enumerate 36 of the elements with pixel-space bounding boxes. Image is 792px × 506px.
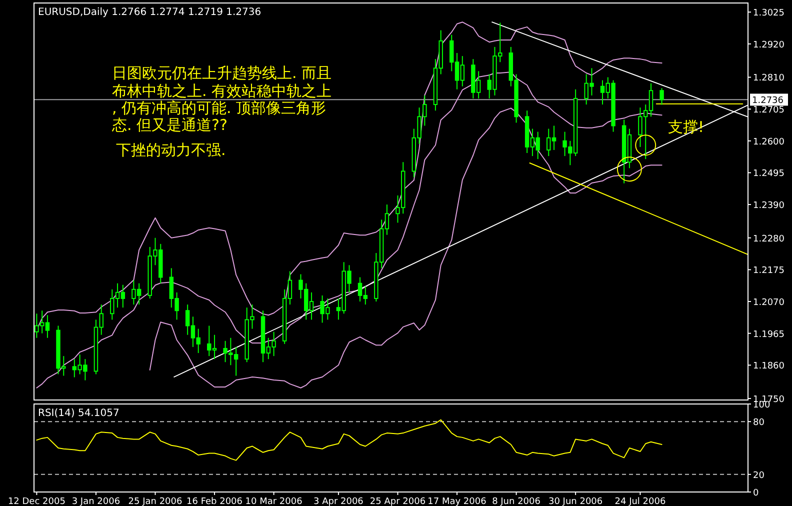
- y-tick-label: 80: [753, 418, 765, 428]
- y-tick-label: 1.3025: [753, 8, 784, 19]
- y-tick-label: 1.1965: [753, 330, 784, 340]
- x-tick-label: 17 May 2006: [428, 497, 487, 506]
- x-tick-label: 16 Feb 2006: [186, 497, 243, 506]
- x-tick-label: 10 Mar 2006: [245, 497, 303, 506]
- x-tick-label: 12 Dec 2005: [8, 497, 66, 506]
- y-tick-label: 20: [753, 470, 765, 481]
- x-tick-label: 3 Jan 2006: [72, 497, 120, 506]
- y-tick-label: 1.2920: [753, 40, 785, 50]
- y-tick-label: 1.2280: [753, 234, 785, 244]
- line-series: [36, 419, 662, 461]
- chart-title: EURUSD,Daily 1.2766 1.2774 1.2719 1.2736: [38, 7, 262, 18]
- x-tick-label: 8 Jun 2006: [492, 497, 541, 506]
- x-tick-label: 25 Jan 2006: [128, 497, 182, 506]
- annotation: 态. 但又是通道??: [111, 116, 228, 134]
- chart-title: RSI(14) 54.1057: [38, 408, 120, 419]
- annotation: , 仍有冲高的可能. 顶部像三角形: [112, 99, 326, 117]
- y-tick-label: 1.2705: [753, 106, 784, 116]
- annotation: 下挫的动力不强.: [116, 141, 226, 159]
- ref-line-label: 1.2736: [752, 96, 784, 106]
- x-tick-label: 3 Apr 2006: [314, 497, 364, 506]
- y-tick-label: 1.2070: [753, 298, 785, 308]
- y-tick-label: 1.2175: [753, 266, 784, 276]
- annotation: 日图欧元仍在上升趋势线上. 而且: [112, 64, 332, 82]
- y-tick-label: 1.2390: [753, 201, 785, 212]
- annotation: 支撑!: [668, 118, 704, 136]
- x-tick-label: 30 Jun 2006: [548, 497, 603, 506]
- y-tick-label: 1.2495: [753, 169, 784, 180]
- y-tick-label: 0: [753, 488, 759, 498]
- x-tick-label: 24 Jul 2006: [614, 497, 666, 506]
- x-tick-label: 25 Apr 2006: [370, 497, 426, 506]
- y-tick-label: 1.2810: [753, 74, 785, 84]
- y-tick-label: 1.2600: [753, 137, 785, 148]
- annotation: 布林中轨之上. 有效站稳中轨之上: [112, 82, 332, 100]
- y-tick-label: 1.1860: [753, 362, 785, 372]
